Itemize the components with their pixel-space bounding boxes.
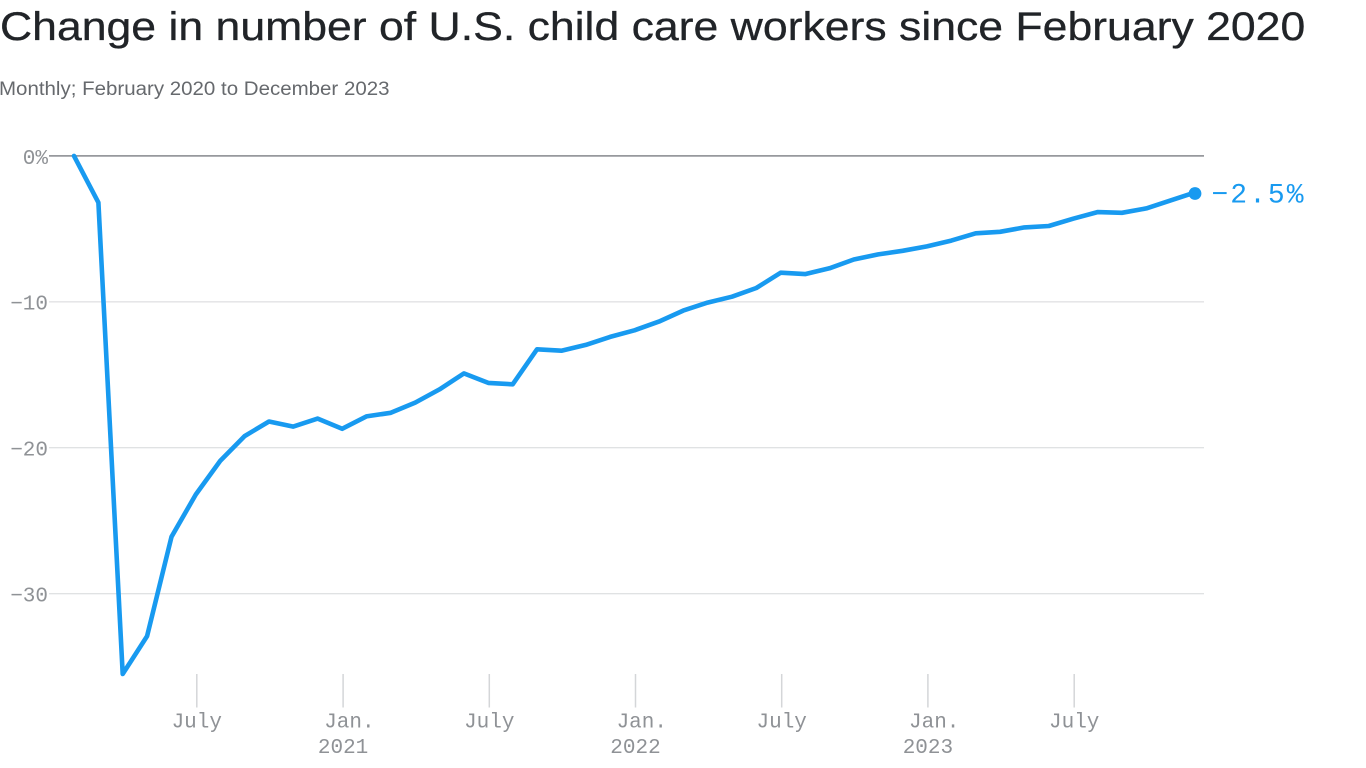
svg-text:−20: −20 — [10, 440, 48, 463]
svg-text:−2.5%: −2.5% — [1212, 181, 1306, 212]
svg-text:July: July — [172, 711, 222, 734]
svg-text:2022: 2022 — [610, 737, 660, 760]
svg-text:Jan.: Jan. — [909, 711, 959, 734]
svg-text:Jan.: Jan. — [617, 711, 667, 734]
svg-text:2021: 2021 — [318, 737, 368, 760]
svg-text:July: July — [1049, 711, 1099, 734]
svg-text:2023: 2023 — [903, 737, 953, 760]
svg-text:July: July — [464, 711, 514, 734]
svg-text:Jan.: Jan. — [324, 711, 374, 734]
svg-text:0%: 0% — [23, 148, 49, 171]
svg-text:−30: −30 — [10, 586, 48, 609]
svg-text:−10: −10 — [10, 294, 48, 317]
svg-text:July: July — [756, 711, 806, 734]
